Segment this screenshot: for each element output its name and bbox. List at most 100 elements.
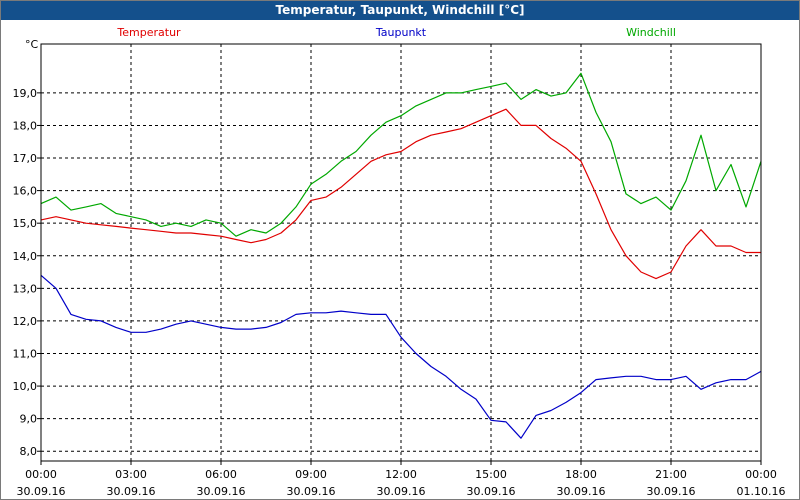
data-point-taupunkt — [699, 388, 702, 391]
grid — [41, 44, 761, 461]
data-point-windchill — [174, 222, 177, 225]
y-tick-label: 18,0 — [13, 119, 38, 132]
data-point-taupunkt — [594, 378, 597, 381]
data-point-windchill — [354, 150, 357, 153]
data-point-temperatur — [279, 231, 282, 234]
data-point-temperatur — [459, 127, 462, 130]
data-point-temperatur — [504, 108, 507, 111]
chart-canvas: 8,0 9,0 10,0 11,0 12,0 13,0 14,0 15,0 16,0 17,0 18… — [13, 26, 786, 498]
data-point-taupunkt — [714, 381, 717, 384]
data-point-windchill — [114, 212, 117, 215]
data-point-windchill — [654, 196, 657, 199]
data-point-taupunkt — [549, 409, 552, 412]
data-point-temperatur — [384, 153, 387, 156]
data-point-temperatur — [594, 192, 597, 195]
data-point-temperatur — [414, 140, 417, 143]
x-tick-time-label: 03:00 — [115, 468, 147, 481]
data-point-windchill — [474, 88, 477, 91]
data-point-taupunkt — [309, 311, 312, 314]
data-point-temperatur — [549, 137, 552, 140]
data-point-temperatur — [144, 228, 147, 231]
x-tick-date-label: 30.09.16 — [467, 485, 516, 498]
data-point-temperatur — [264, 238, 267, 241]
data-point-temperatur — [99, 223, 102, 226]
data-point-windchill — [429, 98, 432, 101]
data-point-windchill — [549, 95, 552, 98]
data-point-taupunkt — [369, 313, 372, 316]
data-point-windchill — [369, 134, 372, 137]
data-point-windchill — [459, 91, 462, 94]
chart-title: Temperatur, Taupunkt, Windchill [°C] — [1, 1, 799, 20]
data-point-taupunkt — [519, 437, 522, 440]
series-group — [40, 72, 762, 440]
y-tick-label: 19,0 — [13, 87, 38, 100]
data-point-temperatur — [54, 215, 57, 218]
x-tick-time-label: 09:00 — [295, 468, 327, 481]
data-point-temperatur — [729, 244, 732, 247]
data-point-taupunkt — [234, 328, 237, 331]
data-point-windchill — [99, 202, 102, 205]
data-point-temperatur — [114, 225, 117, 228]
data-point-taupunkt — [354, 311, 357, 314]
tick-labels: 8,0 9,0 10,0 11,0 12,0 13,0 14,0 15,0 16,0 17,0 18… — [13, 87, 786, 498]
data-point-temperatur — [249, 241, 252, 244]
data-point-windchill — [189, 225, 192, 228]
data-point-temperatur — [714, 244, 717, 247]
data-point-taupunkt — [669, 378, 672, 381]
data-point-windchill — [309, 183, 312, 186]
data-point-taupunkt — [534, 414, 537, 417]
data-point-windchill — [744, 205, 747, 208]
data-point-windchill — [339, 160, 342, 163]
data-point-taupunkt — [204, 323, 207, 326]
legend-entry-taupunkt: Taupunkt — [375, 26, 427, 39]
data-point-taupunkt — [324, 311, 327, 314]
data-point-temperatur — [699, 228, 702, 231]
data-point-temperatur — [744, 251, 747, 254]
y-tick-label: 9,0 — [20, 413, 38, 426]
data-point-windchill — [159, 225, 162, 228]
data-point-windchill — [534, 88, 537, 91]
data-point-taupunkt — [249, 328, 252, 331]
x-tick-time-label: 12:00 — [385, 468, 417, 481]
data-point-taupunkt — [474, 398, 477, 401]
y-tick-label: 14,0 — [13, 250, 38, 263]
y-tick-label: 13,0 — [13, 282, 38, 295]
data-point-temperatur — [324, 196, 327, 199]
data-point-taupunkt — [264, 326, 267, 329]
data-point-windchill — [219, 222, 222, 225]
data-point-taupunkt — [84, 318, 87, 321]
data-point-windchill — [714, 189, 717, 192]
data-point-temperatur — [129, 227, 132, 230]
data-point-temperatur — [189, 231, 192, 234]
x-tick-date-label: 30.09.16 — [287, 485, 336, 498]
data-point-temperatur — [564, 147, 567, 150]
data-point-taupunkt — [144, 331, 147, 334]
data-point-temperatur — [639, 270, 642, 273]
data-point-windchill — [564, 91, 567, 94]
data-point-windchill — [69, 209, 72, 212]
data-point-windchill — [54, 196, 57, 199]
data-point-taupunkt — [279, 321, 282, 324]
data-point-windchill — [279, 222, 282, 225]
y-tick-label: 8,0 — [20, 445, 38, 458]
x-tick-time-label: 00:00 — [25, 468, 57, 481]
data-point-windchill — [669, 209, 672, 212]
data-point-windchill — [699, 134, 702, 137]
data-point-taupunkt — [684, 375, 687, 378]
data-point-temperatur — [399, 150, 402, 153]
data-point-windchill — [204, 218, 207, 221]
x-tick-time-label: 06:00 — [205, 468, 237, 481]
data-point-windchill — [399, 114, 402, 117]
data-point-windchill — [234, 235, 237, 238]
x-tick-date-label: 30.09.16 — [17, 485, 66, 498]
data-point-temperatur — [69, 218, 72, 221]
x-tick-time-label: 21:00 — [655, 468, 687, 481]
data-point-taupunkt — [444, 375, 447, 378]
data-point-windchill — [84, 205, 87, 208]
data-point-windchill — [594, 111, 597, 114]
data-point-taupunkt — [654, 378, 657, 381]
data-point-taupunkt — [414, 352, 417, 355]
data-point-taupunkt — [609, 376, 612, 379]
data-point-temperatur — [174, 231, 177, 234]
